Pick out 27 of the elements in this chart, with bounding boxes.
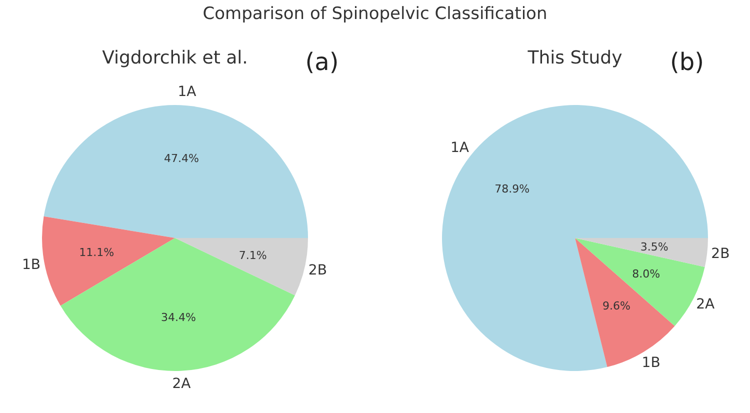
data-label: 78.9%: [494, 182, 530, 196]
pie-slice: [575, 238, 675, 368]
pie-slice: [44, 105, 308, 238]
slice-label: 1B: [642, 354, 660, 371]
text: (b): [670, 48, 704, 76]
text: (a): [305, 48, 339, 76]
chart-title: This Study: [526, 48, 623, 68]
slice-label: 1A: [450, 140, 470, 156]
data-label: 47.4%: [164, 152, 199, 165]
slice-label: 2B: [711, 246, 730, 262]
data-label: 3.5%: [640, 240, 668, 254]
slice-label: 2B: [308, 262, 327, 278]
slice-label: 1A: [178, 84, 197, 100]
slice-label: 2A: [696, 296, 716, 312]
data-label: 11.1%: [79, 246, 114, 260]
pie-slice: [42, 216, 175, 306]
pie-slice: [575, 238, 708, 268]
data-label: 7.1%: [238, 249, 267, 262]
chart-title: Vigdorchik et al.: [102, 48, 248, 68]
data-label: 34.4%: [161, 311, 196, 324]
pie-slice: [175, 238, 308, 296]
pie-slice: [60, 238, 295, 371]
data-label: 8.0%: [632, 268, 660, 281]
slice-label: 2A: [172, 376, 192, 392]
text: Comparison of Spinopelvic Classification: [202, 4, 548, 24]
data-label: 9.6%: [602, 300, 630, 313]
slice-label: 1B: [22, 256, 40, 273]
